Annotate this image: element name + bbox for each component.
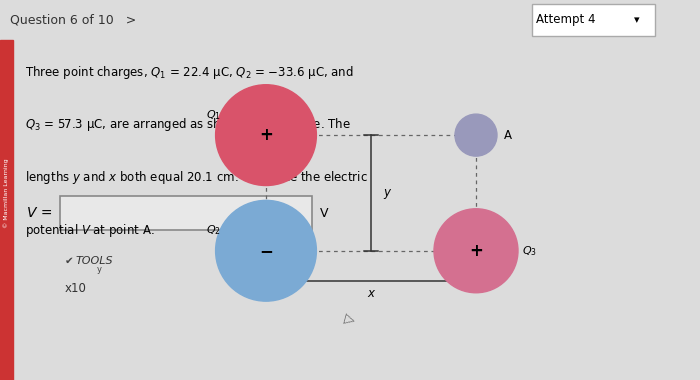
Text: −: − [259, 242, 273, 260]
Text: $Q_2$: $Q_2$ [206, 223, 220, 237]
Text: x: x [368, 287, 374, 300]
Bar [532, 4, 654, 36]
Text: x10: x10 [64, 282, 86, 294]
Bar [60, 196, 312, 230]
Text: $Q_3$: $Q_3$ [522, 244, 536, 258]
Text: V: V [320, 207, 328, 220]
Text: $Q_1$: $Q_1$ [206, 108, 220, 122]
Text: Three point charges, $Q_1$ = 22.4 μC, $Q_2$ = −33.6 μC, and: Three point charges, $Q_1$ = 22.4 μC, $Q… [25, 64, 354, 81]
Ellipse shape [216, 200, 316, 301]
Text: Question 6 of 10   >: Question 6 of 10 > [10, 13, 136, 27]
Ellipse shape [434, 209, 518, 293]
Text: TOOLS: TOOLS [76, 256, 113, 266]
Text: © Macmillan Learning: © Macmillan Learning [4, 158, 9, 228]
Text: ✔: ✔ [64, 256, 74, 266]
Text: y: y [384, 187, 391, 200]
Text: V =: V = [27, 206, 52, 220]
Text: +: + [469, 242, 483, 260]
Text: +: + [259, 126, 273, 144]
Text: A: A [504, 128, 512, 142]
Text: $Q_3$ = 57.3 μC, are arranged as shown in the figure. The: $Q_3$ = 57.3 μC, are arranged as shown i… [25, 116, 350, 133]
Text: ▾: ▾ [634, 15, 639, 25]
Ellipse shape [216, 85, 316, 185]
Bar [0, 40, 13, 380]
Text: potential $V$ at point A.: potential $V$ at point A. [25, 222, 154, 239]
Ellipse shape [455, 114, 497, 156]
Text: ▷: ▷ [343, 310, 357, 327]
Text: lengths $y$ and $x$ both equal 20.1 cm. Calculate the electric: lengths $y$ and $x$ both equal 20.1 cm. … [25, 169, 368, 186]
Text: y: y [97, 265, 102, 274]
Text: Attempt 4: Attempt 4 [536, 13, 595, 27]
